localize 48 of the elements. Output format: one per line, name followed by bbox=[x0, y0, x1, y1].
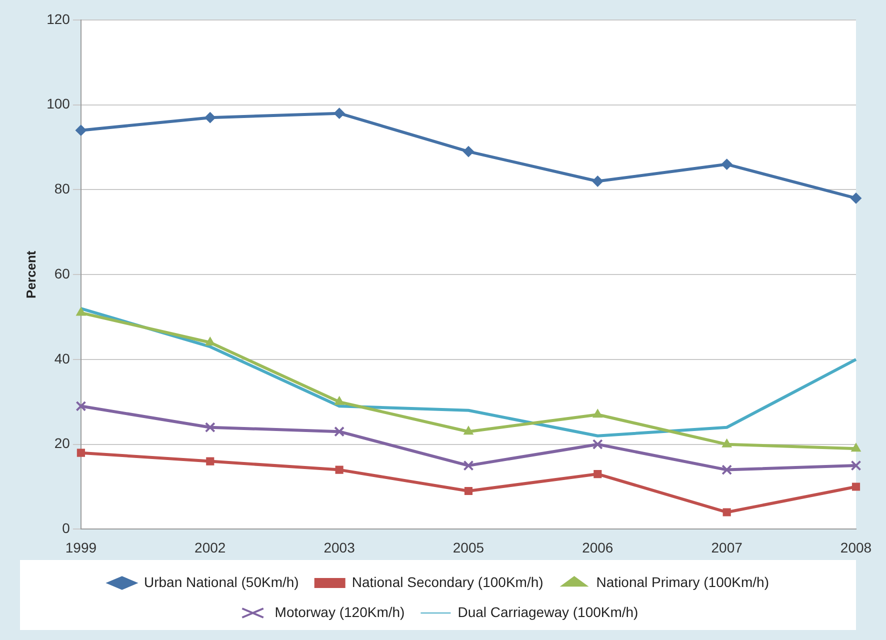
x-tick-label: 1999 bbox=[65, 539, 97, 556]
point bbox=[722, 508, 731, 516]
point bbox=[463, 460, 474, 471]
point bbox=[850, 192, 862, 204]
point bbox=[850, 460, 862, 471]
x-tick-label: 2006 bbox=[582, 539, 614, 556]
y-tick-label: 60 bbox=[54, 265, 70, 282]
legend-label: Dual Carriageway (100Km/h) bbox=[458, 604, 638, 620]
point bbox=[592, 439, 603, 450]
point bbox=[335, 466, 344, 474]
y-tick-label: 120 bbox=[46, 10, 70, 27]
point bbox=[75, 124, 86, 136]
point bbox=[592, 176, 604, 187]
y-tick-label: 80 bbox=[54, 180, 70, 197]
point bbox=[722, 464, 732, 476]
point bbox=[76, 400, 86, 412]
legend-label: National Secondary (100Km/h) bbox=[352, 574, 544, 590]
point bbox=[592, 409, 602, 418]
legend-label: Urban National (50Km/h) bbox=[144, 574, 299, 590]
point bbox=[76, 448, 85, 457]
point bbox=[464, 486, 473, 496]
point bbox=[852, 482, 860, 491]
point bbox=[464, 426, 474, 435]
x-tick-label: 2005 bbox=[452, 539, 484, 556]
y-tick-label: 100 bbox=[46, 96, 70, 112]
legend-label: National Primary (100Km/h) bbox=[596, 574, 770, 590]
y-tick-label: 0 bbox=[62, 520, 70, 536]
point bbox=[462, 146, 474, 158]
y-tick-label: 40 bbox=[54, 350, 70, 366]
x-tick-label: 2003 bbox=[324, 539, 356, 556]
point bbox=[205, 336, 215, 346]
y-tick-label: 20 bbox=[54, 435, 70, 452]
point bbox=[76, 307, 86, 316]
point bbox=[334, 426, 345, 437]
point bbox=[594, 470, 602, 478]
point bbox=[334, 396, 344, 405]
point bbox=[204, 422, 216, 433]
x-tick-label: 2008 bbox=[840, 539, 872, 556]
x-tick-label: 2007 bbox=[711, 539, 743, 556]
point bbox=[206, 457, 214, 466]
point bbox=[721, 158, 732, 170]
point bbox=[334, 108, 345, 119]
point bbox=[722, 438, 732, 448]
point bbox=[204, 112, 216, 124]
x-tick-label: 2002 bbox=[194, 539, 226, 556]
y-axis-title: Percent bbox=[23, 250, 38, 298]
point bbox=[851, 443, 861, 452]
legend-label: Motorway (120Km/h) bbox=[274, 604, 405, 620]
